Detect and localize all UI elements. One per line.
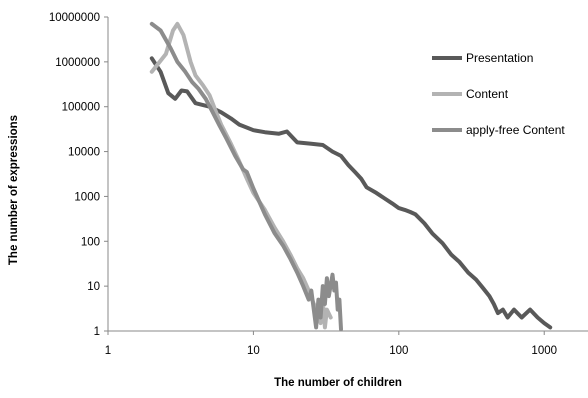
- x-tick-label: 100: [389, 345, 408, 357]
- y-tick-label: 100: [81, 236, 100, 248]
- series-line-content: [149, 21, 333, 330]
- legend: Presentation Content apply-free Content: [432, 51, 565, 137]
- x-tick-label: 10: [247, 345, 260, 357]
- y-tick-label: 1000: [74, 191, 100, 203]
- x-tick-label: 1000: [531, 345, 557, 357]
- x-tick-label: 1: [105, 345, 111, 357]
- y-tick-label: 10000: [68, 147, 100, 159]
- x-axis-title: The number of children: [274, 377, 402, 389]
- series-line-presentation: [149, 56, 553, 330]
- y-tick-label: 10000000: [49, 12, 100, 24]
- y-tick-label: 100000: [62, 102, 100, 114]
- series-lines: [149, 21, 553, 332]
- y-tick-label: 1: [94, 326, 100, 338]
- y-tick-label: 10: [87, 281, 100, 293]
- plot-area: 1 10 100 1000 10000 100000 1000000 10000000 1 10…: [49, 12, 588, 357]
- y-axis-ticks: 1 10 100 1000 10000 100000 1000000 10000000: [49, 12, 108, 338]
- y-tick-label: 1000000: [55, 57, 100, 69]
- legend-label: Content: [466, 87, 509, 101]
- y-axis-title: The number of expressions: [8, 115, 20, 265]
- legend-label: apply-free Content: [466, 123, 565, 137]
- series-line-apply-free-content: [149, 21, 343, 332]
- legend-label: Presentation: [466, 51, 533, 65]
- x-axis-ticks: 1 10 100 1000: [105, 331, 557, 357]
